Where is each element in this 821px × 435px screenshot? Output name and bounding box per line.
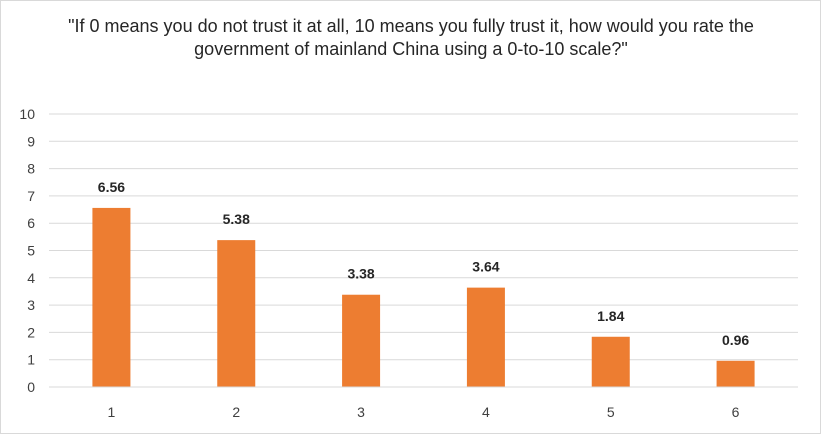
x-tick-label-1: 1 (108, 404, 116, 420)
data-label-3: 3.38 (347, 266, 374, 282)
y-tick-label-2: 2 (27, 324, 35, 340)
chart-title: "If 0 means you do not trust it at all, … (68, 16, 754, 59)
y-tick-label-10: 10 (19, 106, 35, 122)
y-tick-label-3: 3 (27, 297, 35, 313)
data-label-1: 6.56 (98, 179, 125, 195)
bar-3 (342, 294, 381, 387)
data-label-2: 5.38 (223, 211, 250, 227)
bar-1 (92, 207, 131, 387)
x-tick-label-6: 6 (732, 404, 740, 420)
x-tick-label-4: 4 (482, 404, 490, 420)
y-tick-label-6: 6 (27, 215, 35, 231)
x-tick-label-3: 3 (357, 404, 365, 420)
data-label-4: 3.64 (472, 259, 499, 275)
y-tick-label-1: 1 (27, 352, 35, 368)
y-tick-label-5: 5 (27, 243, 35, 259)
bar-2 (217, 240, 256, 387)
x-tick-label-2: 2 (232, 404, 240, 420)
bar-6 (716, 360, 755, 387)
y-tick-label-4: 4 (27, 270, 35, 286)
y-tick-label-7: 7 (27, 188, 35, 204)
bar-4 (466, 287, 505, 387)
y-tick-label-8: 8 (27, 161, 35, 177)
y-tick-label-9: 9 (27, 133, 35, 149)
bar-5 (591, 336, 630, 387)
data-label-5: 1.84 (597, 308, 624, 324)
y-tick-label-0: 0 (27, 379, 35, 395)
x-tick-label-5: 5 (607, 404, 615, 420)
data-label-6: 0.96 (722, 332, 749, 348)
